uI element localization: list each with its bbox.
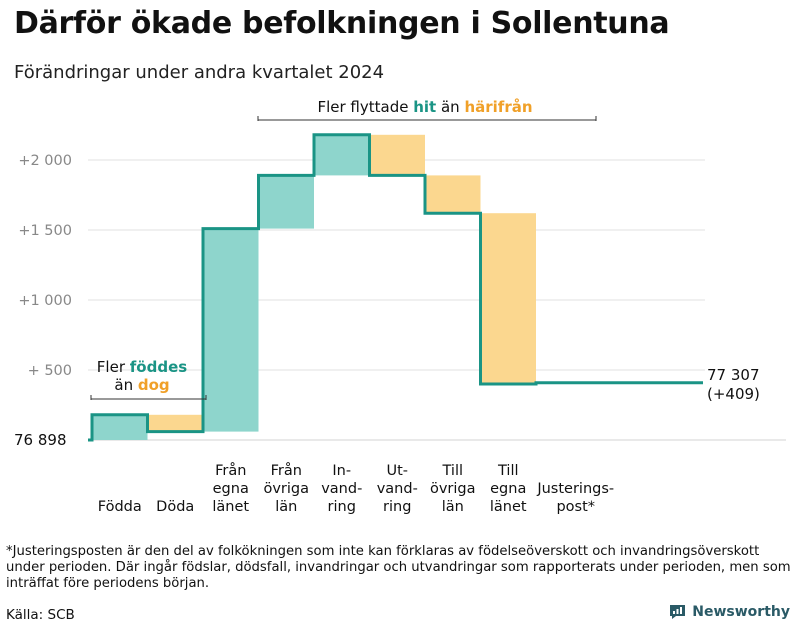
- y-tick-label: + 500: [28, 363, 72, 379]
- category-label: Från egna länet: [212, 462, 249, 515]
- page-title: Därför ökade befolkningen i Sollentuna: [14, 6, 670, 41]
- annotation-bracket-born: [90, 395, 207, 400]
- source-label: Källa: SCB: [6, 607, 75, 623]
- newsworthy-logo-icon: [670, 605, 686, 619]
- brand: Newsworthy: [669, 603, 790, 620]
- bar: [147, 414, 203, 432]
- bar: [369, 134, 425, 176]
- footnote: *Justeringsposten är den del av folkökni…: [6, 544, 791, 591]
- y-tick-label: +2 000: [18, 153, 72, 169]
- annotation-bracket-moved: [257, 116, 597, 121]
- y-tick-label: +1 500: [18, 223, 72, 239]
- category-label: Till egna länet: [490, 463, 527, 515]
- bar: [314, 134, 370, 176]
- annotation-born-line1: Fler föddes: [97, 358, 187, 376]
- bar: [480, 213, 536, 384]
- category-label: Från övriga län: [263, 462, 309, 515]
- page-subtitle: Förändringar under andra kvartalet 2024: [14, 62, 385, 83]
- category-label: Justerings-post*: [536, 481, 614, 515]
- start-value-label: 76 898: [14, 431, 67, 449]
- waterfall-step-line: [88, 133, 703, 442]
- category-label: Födda: [98, 499, 142, 515]
- brand-name: Newsworthy: [692, 603, 790, 620]
- waterfall-chart: + 500 +1 000 +1 500 +2 000 76 898 Födda Döda Fr…: [14, 98, 786, 515]
- bar: [92, 414, 148, 440]
- bar: [425, 175, 481, 214]
- step-line: [88, 133, 703, 442]
- bar: [203, 228, 259, 432]
- category-label: Döda: [156, 499, 194, 515]
- end-change-label: (+409): [707, 385, 760, 403]
- bars: [92, 134, 536, 440]
- annotation-born-line2: än dog: [114, 376, 169, 394]
- annotation-moved: Fler flyttade hit än härifrån: [317, 98, 532, 116]
- category-label: In-vand-ring: [321, 463, 362, 515]
- category-label: Ut-vand-ring: [377, 463, 418, 515]
- end-value-label: 77 307: [707, 366, 760, 384]
- category-label: Till övriga län: [430, 463, 476, 515]
- bar: [258, 175, 314, 229]
- labels: + 500 +1 000 +1 500 +2 000 76 898 Födda Döda Fr…: [14, 98, 760, 515]
- y-tick-label: +1 000: [18, 293, 72, 309]
